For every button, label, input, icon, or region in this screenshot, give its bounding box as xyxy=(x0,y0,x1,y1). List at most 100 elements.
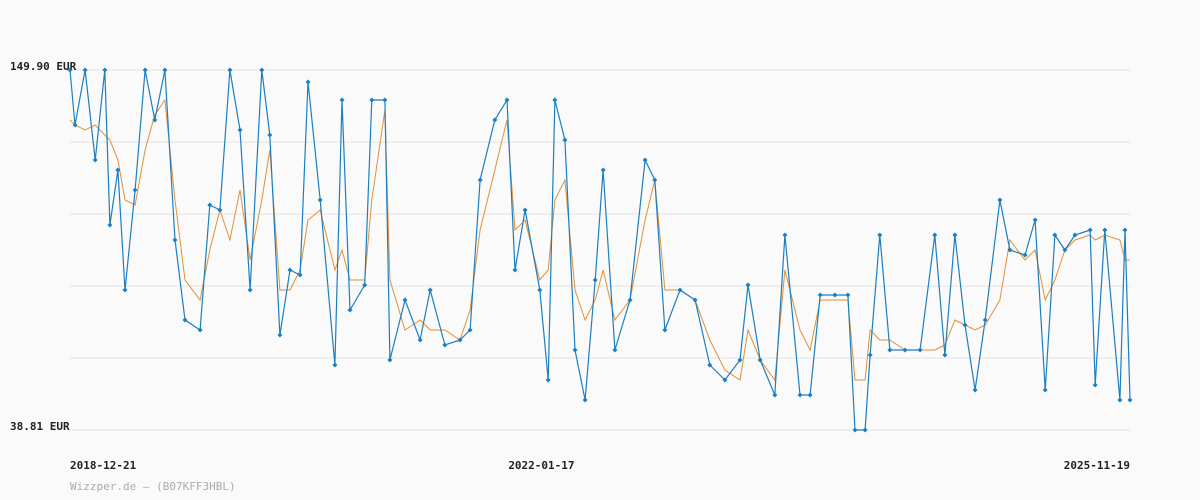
point xyxy=(942,352,948,358)
point xyxy=(852,427,858,433)
point xyxy=(612,347,618,353)
point xyxy=(152,117,158,123)
point xyxy=(782,232,788,238)
point xyxy=(1087,227,1093,233)
point xyxy=(545,377,551,383)
point xyxy=(917,347,923,353)
point xyxy=(287,267,293,273)
point xyxy=(600,167,606,173)
point xyxy=(692,297,698,303)
point xyxy=(492,117,498,123)
point xyxy=(962,322,968,328)
point xyxy=(817,292,823,298)
point xyxy=(332,362,338,368)
point xyxy=(582,397,588,403)
point xyxy=(902,347,908,353)
x-tick-label: 2025-11-19 xyxy=(1064,459,1130,472)
point xyxy=(237,127,243,133)
point xyxy=(642,157,648,163)
point xyxy=(887,347,893,353)
x-tick-label: 2018-12-21 xyxy=(70,459,137,472)
point xyxy=(722,377,728,383)
point xyxy=(932,232,938,238)
point xyxy=(832,292,838,298)
point xyxy=(537,287,543,293)
point xyxy=(592,277,598,283)
point xyxy=(997,197,1003,203)
point xyxy=(972,387,978,393)
point xyxy=(247,287,253,293)
point xyxy=(67,67,73,73)
y-tick-label: 149.90 EUR xyxy=(10,60,77,73)
point xyxy=(1072,232,1078,238)
point xyxy=(1117,397,1123,403)
point xyxy=(1062,247,1068,253)
point xyxy=(115,167,121,173)
point xyxy=(845,292,851,298)
point xyxy=(317,197,323,203)
point xyxy=(387,357,393,363)
point xyxy=(662,327,668,333)
point xyxy=(82,67,88,73)
point xyxy=(562,137,568,143)
point xyxy=(207,202,213,208)
point xyxy=(652,177,658,183)
source: Wizzper.de – (B07KFF3HBL) xyxy=(70,480,236,493)
point xyxy=(305,79,311,85)
point xyxy=(227,67,233,73)
point xyxy=(122,287,128,293)
point xyxy=(217,207,223,213)
point xyxy=(92,157,98,163)
y-tick-label: 38.81 EUR xyxy=(10,420,70,433)
point xyxy=(677,287,683,293)
point xyxy=(772,392,778,398)
point xyxy=(1102,227,1108,233)
point xyxy=(162,67,168,73)
point xyxy=(862,427,868,433)
price-line xyxy=(69,69,1131,431)
point xyxy=(1032,217,1038,223)
point xyxy=(417,337,423,343)
point xyxy=(807,392,813,398)
point xyxy=(277,332,283,338)
point xyxy=(172,237,178,243)
point xyxy=(197,327,203,333)
point xyxy=(182,317,188,323)
point xyxy=(347,307,353,313)
x-tick-label: 2022-01-17 xyxy=(508,459,574,472)
point xyxy=(707,362,713,368)
point xyxy=(504,97,510,103)
point xyxy=(1127,397,1133,403)
point xyxy=(1052,232,1058,238)
point xyxy=(627,297,633,303)
point xyxy=(1092,382,1098,388)
point xyxy=(132,187,138,193)
point xyxy=(522,207,528,213)
point xyxy=(797,392,803,398)
point xyxy=(442,342,448,348)
point xyxy=(427,287,433,293)
point xyxy=(107,222,113,228)
point xyxy=(477,177,483,183)
point xyxy=(572,347,578,353)
point xyxy=(1022,252,1028,258)
point xyxy=(1007,247,1013,253)
point xyxy=(467,327,473,333)
point xyxy=(867,352,873,358)
point xyxy=(259,67,265,73)
point xyxy=(402,297,408,303)
point xyxy=(552,97,558,103)
price-line xyxy=(69,98,1130,382)
point xyxy=(142,67,148,73)
point xyxy=(982,317,988,323)
point xyxy=(1042,387,1048,393)
point xyxy=(952,232,958,238)
point xyxy=(745,282,751,288)
point xyxy=(369,97,375,103)
point xyxy=(72,122,78,128)
point xyxy=(877,232,883,238)
point xyxy=(457,337,463,343)
point xyxy=(102,67,108,73)
point xyxy=(512,267,518,273)
